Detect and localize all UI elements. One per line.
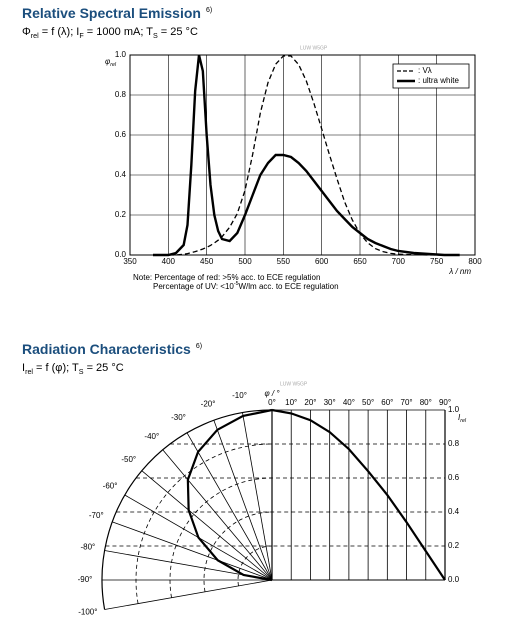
y-axis-label-part: rel (460, 418, 467, 424)
subtitle-part: = f (φ); T (33, 362, 79, 374)
x-tick-label: 0° (268, 398, 276, 407)
y-tick-label: 0.4 (115, 170, 127, 179)
y-tick-label: 0.6 (448, 473, 460, 482)
subtitle: Irel = f (φ); TS = 25 °C (22, 362, 124, 376)
subtitle-part: Φ (22, 26, 31, 38)
polar-curve (186, 408, 273, 582)
y-tick-label: 0.8 (115, 90, 127, 99)
note: Percentage of UV: <10-5W/lm acc. to ECE … (153, 281, 339, 291)
x-tick-label: 90° (439, 398, 451, 407)
watermark: LUW W5GP (300, 45, 328, 51)
legend-label: : ultra white (418, 76, 459, 85)
x-tick-label: 650 (353, 257, 367, 266)
radial-grid-line (104, 579, 273, 610)
x-axis-label: φ / ° (264, 389, 280, 398)
plot-frame (129, 54, 476, 256)
polar-ring (135, 443, 273, 604)
subtitle-part: rel (25, 368, 33, 376)
x-tick-label: 400 (162, 257, 176, 266)
angle-tick-label: -40° (144, 432, 159, 441)
angle-tick-label: -30° (171, 413, 186, 422)
y-axis-label-part: φ (105, 57, 110, 66)
x-tick-label: 450 (200, 257, 214, 266)
x-tick-label: 40° (343, 398, 355, 407)
subtitle-part: S (153, 32, 158, 40)
title-text: Relative Spectral Emission (22, 5, 201, 21)
angle-tick-label: -60° (103, 482, 118, 491)
chart-title: Radiation Characteristics 6) (22, 341, 202, 357)
y-tick-label: 0.0 (115, 250, 127, 259)
polar-ring (169, 477, 273, 598)
note-part: -5 (234, 281, 239, 287)
radial-grid-line (186, 432, 273, 581)
series-line (153, 55, 460, 256)
note-part: W/lm acc. to ECE regulation (239, 282, 339, 291)
subtitle-part: = f (λ); I (39, 26, 80, 38)
cartesian-curve (271, 408, 446, 581)
title-note: 6) (206, 7, 212, 14)
x-tick-label: 550 (277, 257, 291, 266)
y-tick-label: 0.6 (115, 130, 127, 139)
x-tick-label: 750 (430, 257, 444, 266)
subtitle-part: = 25 °C (158, 26, 198, 38)
x-tick-label: 70° (401, 398, 413, 407)
radial-grid-line (213, 420, 273, 581)
angle-tick-label: -50° (121, 455, 136, 464)
y-tick-label: 1.0 (115, 50, 127, 59)
y-axis-label: φrel (105, 57, 117, 68)
title-note: 6) (196, 343, 202, 350)
x-tick-label: 350 (123, 257, 137, 266)
x-tick-label: 30° (324, 398, 336, 407)
radial-grid-line (162, 449, 273, 581)
angle-tick-label: -90° (78, 575, 93, 584)
note-part: Percentage of UV: <10 (153, 282, 234, 291)
x-tick-label: 700 (392, 257, 406, 266)
angle-tick-label: -70° (89, 511, 104, 520)
y-tick-label: 0.2 (448, 541, 460, 550)
x-tick-label: 800 (468, 257, 482, 266)
radial-grid-line (112, 521, 273, 581)
subtitle-part: S (79, 368, 84, 376)
x-tick-label: 600 (315, 257, 329, 266)
y-tick-label: 0.2 (115, 210, 127, 219)
y-tick-label: 0.8 (448, 439, 460, 448)
subtitle-part: F (79, 32, 84, 40)
x-axis-label: λ / nm (448, 267, 471, 276)
subtitle-part: rel (31, 32, 39, 40)
legend-box (392, 63, 470, 89)
title-text: Radiation Characteristics (22, 341, 191, 357)
y-axis-label: Irel (458, 413, 467, 424)
note-part: Note: Percentage of red: >5% acc. to ECE… (133, 273, 320, 282)
subtitle-part: = 1000 mA; T (84, 26, 153, 38)
y-tick-label: 0.0 (448, 575, 460, 584)
x-tick-label: 500 (238, 257, 252, 266)
subtitle-part: I (22, 362, 25, 374)
subtitle-part: = 25 °C (84, 362, 124, 374)
radial-grid-line (242, 412, 273, 581)
y-axis-label-part: I (458, 413, 461, 422)
x-tick-label: 20° (304, 398, 316, 407)
x-tick-label: 10° (285, 398, 297, 407)
x-tick-label: 50° (362, 398, 374, 407)
angle-tick-label: -80° (80, 543, 95, 552)
x-tick-label: 80° (420, 398, 432, 407)
angle-tick-label: -20° (201, 399, 216, 408)
angle-tick-label: -100° (78, 608, 97, 617)
radial-grid-line (141, 470, 273, 581)
subtitle: Φrel = f (λ); IF = 1000 mA; TS = 25 °C (22, 26, 198, 40)
y-axis-label-part: rel (110, 62, 117, 68)
chart-title: Relative Spectral Emission 6) (22, 5, 212, 21)
note: Note: Percentage of red: >5% acc. to ECE… (133, 273, 320, 282)
legend-label: : Vλ (418, 66, 432, 75)
y-tick-label: 0.4 (448, 507, 460, 516)
watermark: LUW W5GP (280, 381, 308, 387)
series-line (153, 54, 460, 257)
y-tick-label: 1.0 (448, 405, 460, 414)
angle-tick-label: -10° (232, 391, 247, 400)
x-tick-label: 60° (381, 398, 393, 407)
